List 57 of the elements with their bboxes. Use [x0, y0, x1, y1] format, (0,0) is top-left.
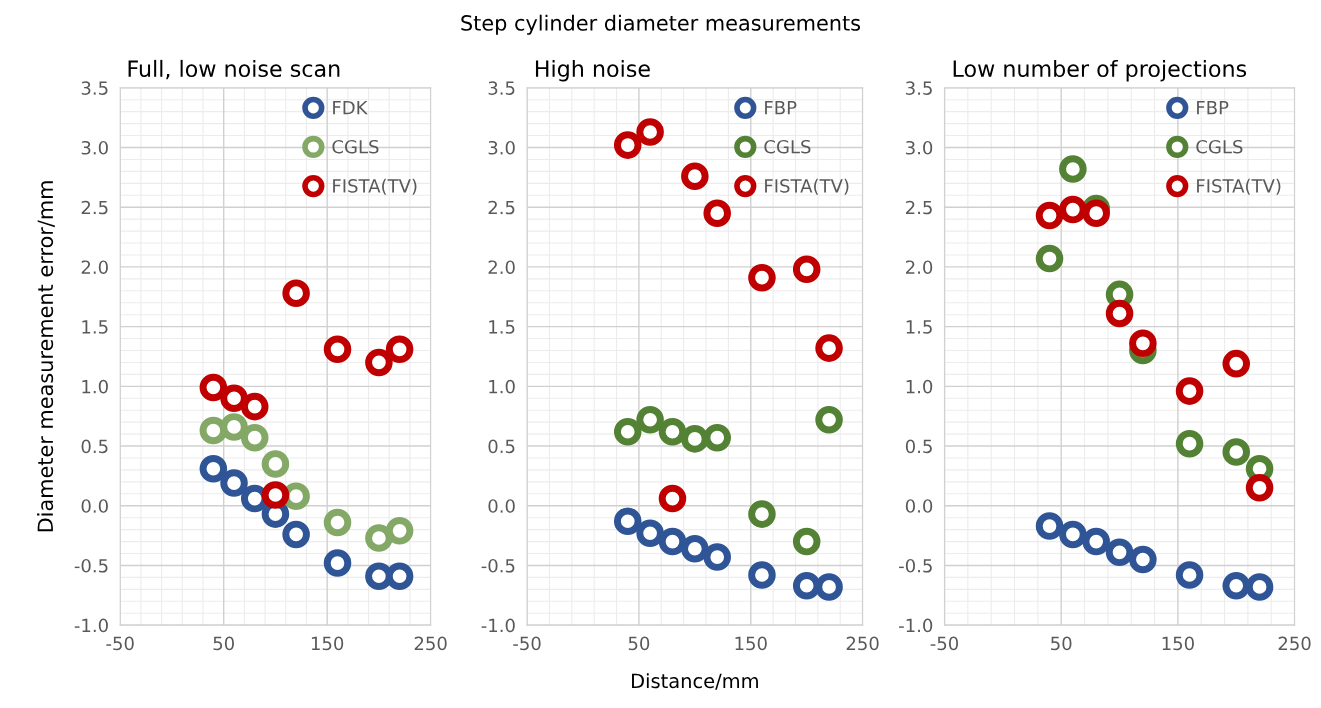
y-tick-label: -0.5 — [481, 558, 515, 573]
chart-title: Low number of projections — [953, 59, 1247, 82]
y-tick-label: 1.5 — [906, 320, 932, 334]
y-tick-label: 3.5 — [906, 81, 932, 95]
y-tick-label: 3.5 — [81, 81, 108, 95]
y-tick-label: 2.0 — [906, 260, 933, 275]
y-tick-label: 0.5 — [488, 439, 515, 454]
legend-label: FISTA(TV) — [765, 178, 849, 195]
y-tick-label: 0.5 — [905, 439, 932, 454]
y-tick-label: 1.5 — [82, 320, 108, 334]
y-tick-label: 2.0 — [488, 260, 515, 275]
legend-label: FBP — [765, 100, 797, 115]
y-tick-label: 1.0 — [906, 379, 933, 394]
y-tick-label: -1.0 — [899, 618, 933, 633]
x-tick-label: 150 — [735, 636, 767, 651]
x-tick-label: 50 — [1051, 636, 1072, 651]
x-tick-label: 150 — [311, 636, 344, 651]
y-tick-label: 1.5 — [489, 320, 515, 334]
x-tick-label: 250 — [1278, 636, 1311, 651]
y-tick-label: 0.5 — [81, 439, 108, 454]
y-tick-label: -0.5 — [899, 558, 932, 573]
y-tick-label: -0.5 — [74, 558, 108, 573]
chart-title: Full, low noise scan — [128, 59, 340, 80]
y-tick-label: 3.0 — [81, 140, 108, 155]
y-tick-label: 3.0 — [906, 140, 933, 155]
legend-label: FISTA(TV) — [333, 178, 417, 195]
chart-title: High noise — [535, 59, 650, 82]
x-tick-label: 150 — [1162, 636, 1194, 651]
x-tick-label: -50 — [513, 636, 541, 651]
y-tick-label: 2.5 — [906, 200, 932, 215]
x-axis-title: Distance/mm — [632, 673, 758, 690]
y-axis-title: Diameter measurement error/mm — [37, 181, 55, 532]
legend-label: CGLS — [1196, 139, 1243, 154]
x-tick-label: -50 — [106, 636, 134, 651]
legend-label: CGLS — [764, 139, 811, 154]
x-tick-label: 250 — [846, 636, 879, 651]
y-tick-label: 1.0 — [489, 379, 515, 394]
x-tick-label: 50 — [628, 636, 650, 651]
y-tick-label: 2.0 — [81, 260, 108, 275]
y-tick-label: 2.5 — [81, 200, 108, 215]
y-tick-label: 1.0 — [82, 379, 108, 394]
text: Step cylinder diameter measurements — [461, 14, 861, 35]
y-tick-label: 0.0 — [905, 499, 933, 513]
y-tick-label: 3.0 — [488, 140, 515, 155]
x-tick-label: -50 — [930, 636, 959, 651]
legend-label: CGLS — [332, 139, 379, 154]
y-tick-label: -1.0 — [74, 618, 108, 633]
legend-label: FDK — [333, 100, 368, 115]
legend-label: FBP — [1197, 100, 1229, 115]
y-tick-label: 0.0 — [81, 499, 108, 513]
x-tick-label: 50 — [213, 636, 234, 651]
y-tick-label: -1.0 — [481, 618, 515, 633]
y-tick-label: 0.0 — [488, 499, 515, 513]
y-tick-label: 3.5 — [488, 81, 515, 95]
legend-label: FISTA(TV) — [1197, 178, 1281, 195]
y-tick-label: 2.5 — [488, 200, 515, 215]
x-tick-label: 250 — [414, 636, 447, 651]
